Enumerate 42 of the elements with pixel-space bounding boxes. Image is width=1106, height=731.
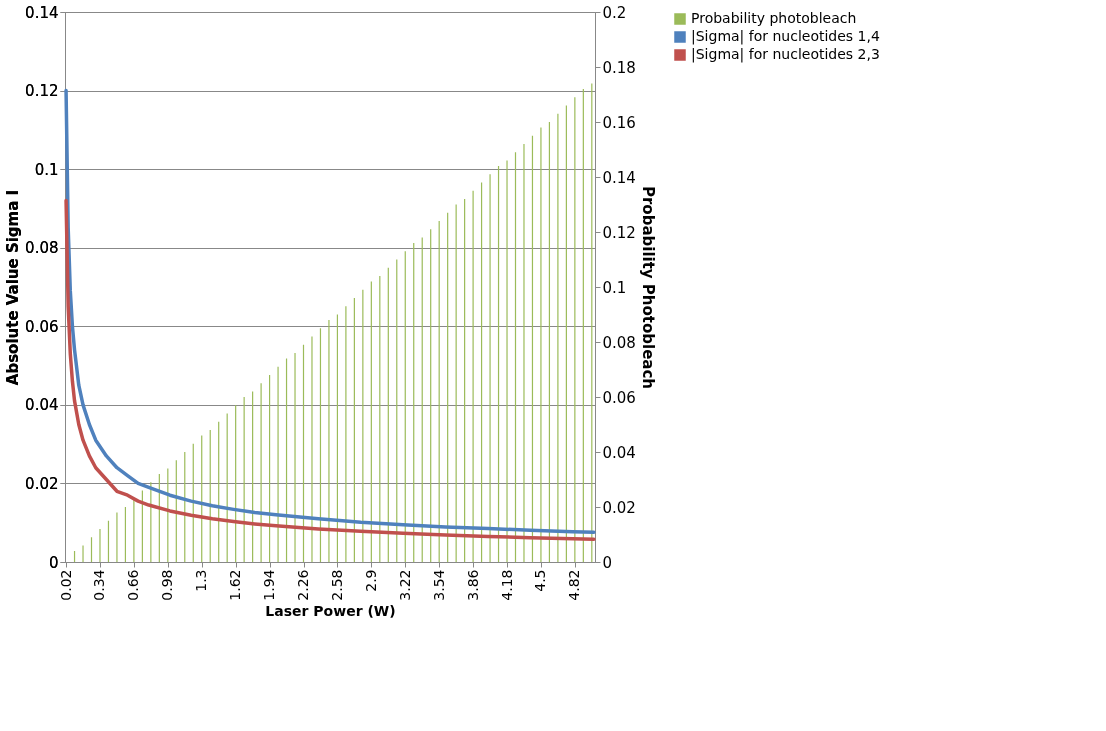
y-tick-label: 0 [48,553,59,572]
y2-tick-label: 0.02 [602,498,636,517]
y-tick-label: 0.06 [25,317,59,336]
x-tick-label: 0.98 [159,569,176,601]
y2-tick-label: 0.18 [602,58,636,77]
y2-tick-label: 0.2 [602,3,627,22]
y2-tick-label: 0.16 [602,113,636,132]
y2-tick-label: 0.14 [602,168,636,187]
legend-label: |Sigma| for nucleotides 2,3 [691,46,880,63]
x-tick-label: 3.54 [430,569,447,601]
y-tick-label: 0.12 [25,82,59,101]
x-tick-label: 4.82 [566,569,583,601]
y-tick-label: 0.02 [25,474,59,493]
x-tick-label: 3.86 [464,569,481,601]
x-tick-label: 1.94 [261,569,278,601]
x-tick-label: 2.9 [362,569,379,592]
y2-tick-label: 0.1 [602,278,627,297]
y-tick-label: 0.1 [34,160,59,179]
y2-axis-title: Probability Photobleach [638,185,657,390]
y-tick-label: 0.08 [25,239,59,258]
y-tick-label: 0.04 [25,396,59,415]
x-tick-label: 1.3 [193,569,210,592]
y2-tick-label: 0.12 [602,223,636,242]
y2-tick-label: 0 [602,553,613,572]
line-series [64,198,596,541]
y2-tick-label: 0.08 [602,333,636,352]
legend-label: |Sigma| for nucleotides 1,4 [691,28,880,45]
y-tick-label: 0.14 [25,3,59,22]
y2-tick-label: 0.06 [602,388,636,407]
x-tick-label: 1.62 [227,569,244,601]
x-tick-label: 2.26 [295,569,311,601]
x-tick-label: 2.58 [328,569,345,601]
x-tick-label: 4.5 [532,569,549,592]
x-tick-label: 4.18 [498,569,515,601]
line-series [64,88,596,534]
x-axis-title: Laser Power (W) [265,602,396,619]
y2-tick-label: 0.04 [602,443,636,462]
legend-label: Probability photobleach [691,10,857,26]
x-tick-label: 3.22 [396,569,413,601]
x-tick-label: 0.66 [125,569,142,601]
y-axis-title: Absolute Value Sigma I [4,189,23,386]
x-tick-label: 0.34 [91,569,108,601]
